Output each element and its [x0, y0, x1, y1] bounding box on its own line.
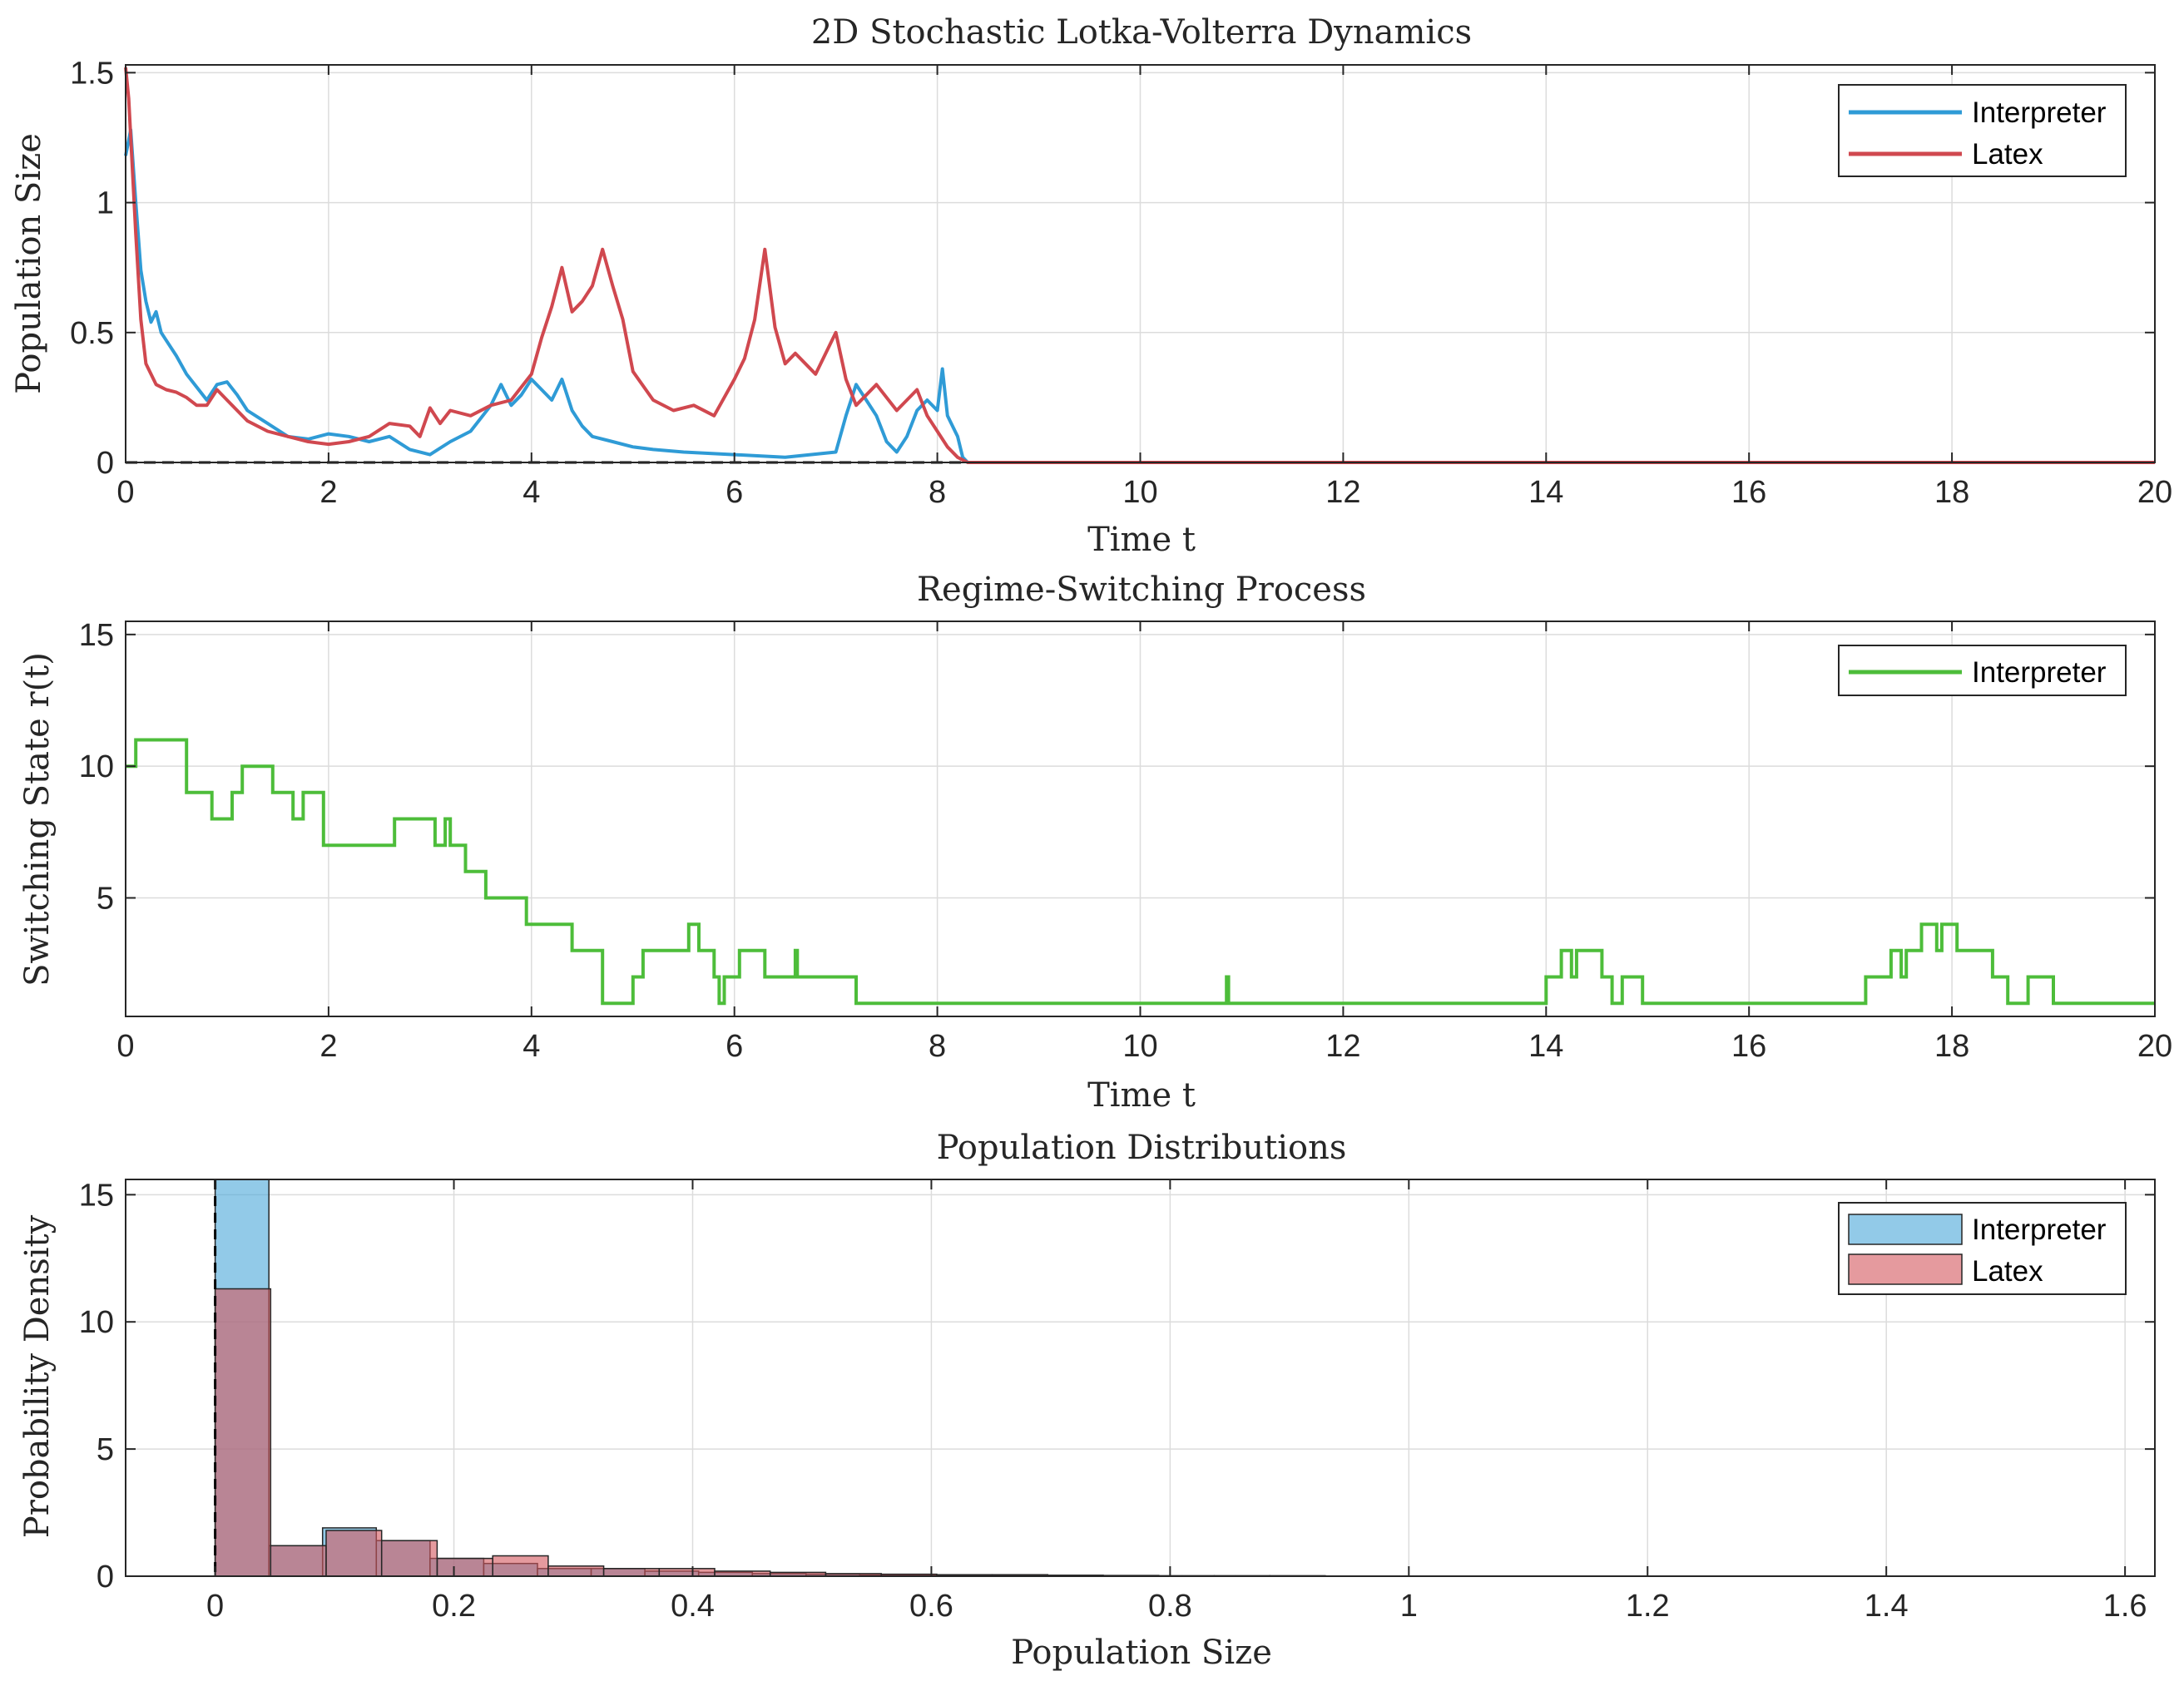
y-ticks: 5 10 15: [79, 618, 2155, 917]
histogram-bar-latex: [325, 1530, 383, 1577]
x-ticks: 0 0.2 0.4 0.6 0.8 1 1.2 1.4 1.6: [206, 1179, 2147, 1624]
histogram-bar-latex: [436, 1557, 493, 1577]
series-group: [124, 67, 2155, 464]
histogram-bar-latex: [492, 1555, 549, 1577]
y-tick-label: 0.5: [70, 316, 114, 351]
legend-label-interpreter: Interpreter: [1972, 656, 2107, 689]
population-dynamics-panel: 2D Stochastic Lotka-Volterra Dynamics 0 2…: [10, 13, 2172, 559]
legend-label-latex: Latex: [1972, 1255, 2043, 1288]
x-tick-label: 1: [1400, 1589, 1418, 1624]
legend-box: [1838, 84, 2127, 177]
regime-switching-panel: Regime-Switching Process 0 2 4 6 8 10 12 14 16 18…: [18, 571, 2172, 1115]
chart-title: Regime-Switching Process: [917, 571, 1366, 609]
legend-swatch-latex: [1848, 1253, 1963, 1285]
x-tick-label: 14: [1528, 475, 1563, 510]
y-tick-label: 15: [79, 618, 114, 653]
x-tick-label: 0: [116, 475, 134, 510]
population-distributions-panel: Population Distributions 0 0.2 0.4 0.6 0.8 1 1…: [18, 1129, 2156, 1672]
x-tick-label: 16: [1731, 475, 1766, 510]
x-axis-label: Time t: [1087, 1076, 1196, 1115]
series-line-latex: [124, 67, 2155, 464]
legend-swatch-interpreter: [1848, 1214, 1963, 1245]
x-tick-label: 0.8: [1148, 1589, 1192, 1624]
histogram-bar-latex: [270, 1545, 327, 1577]
x-tick-label: 2: [319, 475, 337, 510]
y-tick-label: 0: [97, 1560, 114, 1595]
plot-area: [126, 1179, 2155, 1576]
y-axis-label: Probability Density: [18, 1214, 57, 1538]
x-tick-label: 6: [726, 1029, 743, 1064]
y-tick-label: 5: [97, 882, 114, 917]
x-ticks: 0 2 4 6 8 10 12 14 16 18 20: [116, 621, 2172, 1064]
x-tick-label: 0.4: [671, 1589, 715, 1624]
x-tick-label: 0: [206, 1589, 224, 1624]
x-tick-label: 6: [726, 475, 743, 510]
x-tick-label: 20: [2137, 475, 2172, 510]
y-tick-label: 15: [79, 1178, 114, 1213]
x-tick-label: 18: [1934, 475, 1969, 510]
x-tick-label: 1.4: [1865, 1589, 1909, 1624]
series-line-interpreter: [126, 738, 2155, 1006]
legend-label-interpreter: Interpreter: [1972, 1214, 2107, 1246]
y-ticks: 0 0.5 1 1.5: [70, 56, 2155, 481]
legend: Interpreter: [1838, 645, 2127, 696]
chart-title: 2D Stochastic Lotka-Volterra Dynamics: [811, 13, 1472, 52]
x-tick-label: 4: [522, 475, 540, 510]
y-axis-label: Switching State r(t): [18, 652, 57, 986]
histogram-bar-latex: [658, 1568, 716, 1577]
y-tick-label: 0: [97, 446, 114, 481]
x-tick-label: 1.2: [1626, 1589, 1670, 1624]
series-line-interpreter: [124, 128, 2155, 464]
y-axis-label: Population Size: [10, 133, 48, 394]
histogram-bar-latex: [380, 1540, 438, 1577]
x-axis-label: Population Size: [1011, 1634, 1272, 1672]
legend-label-latex: Latex: [1972, 138, 2043, 171]
x-ticks: 0 2 4 6 8 10 12 14 16 18 20: [116, 65, 2172, 510]
y-tick-label: 1: [97, 186, 114, 221]
x-tick-label: 16: [1731, 1029, 1766, 1064]
x-tick-label: 8: [929, 1029, 946, 1064]
x-tick-label: 12: [1325, 475, 1360, 510]
x-axis-label: Time t: [1087, 521, 1196, 559]
x-tick-label: 20: [2137, 1029, 2172, 1064]
legend-label-interpreter: Interpreter: [1972, 96, 2107, 129]
axes-box: [125, 1179, 2156, 1577]
histogram-bar-latex: [547, 1565, 605, 1577]
x-tick-label: 10: [1122, 1029, 1157, 1064]
x-tick-label: 0: [116, 1029, 134, 1064]
y-tick-label: 1.5: [70, 56, 114, 91]
x-tick-label: 2: [319, 1029, 337, 1064]
series-group: [126, 738, 2155, 1006]
histogram-bar-latex: [602, 1568, 661, 1577]
x-tick-label: 0.6: [909, 1589, 953, 1624]
x-tick-label: 4: [522, 1029, 540, 1064]
grid: [126, 1179, 2155, 1577]
legend: Interpreter Latex: [1838, 84, 2127, 177]
legend: Interpreter Latex: [1838, 1202, 2127, 1295]
x-tick-label: 10: [1122, 475, 1157, 510]
x-tick-label: 12: [1325, 1029, 1360, 1064]
chart-title: Population Distributions: [937, 1129, 1347, 1167]
y-tick-label: 5: [97, 1432, 114, 1467]
x-tick-label: 8: [929, 475, 946, 510]
y-ticks: 0 5 10 15: [79, 1178, 2155, 1595]
x-tick-label: 14: [1528, 1029, 1563, 1064]
y-tick-label: 10: [79, 749, 114, 784]
x-tick-label: 18: [1934, 1029, 1969, 1064]
histogram-bar-latex: [214, 1288, 272, 1577]
y-tick-label: 10: [79, 1305, 114, 1340]
x-tick-label: 1.6: [2103, 1589, 2147, 1624]
x-tick-label: 0.2: [432, 1589, 476, 1624]
